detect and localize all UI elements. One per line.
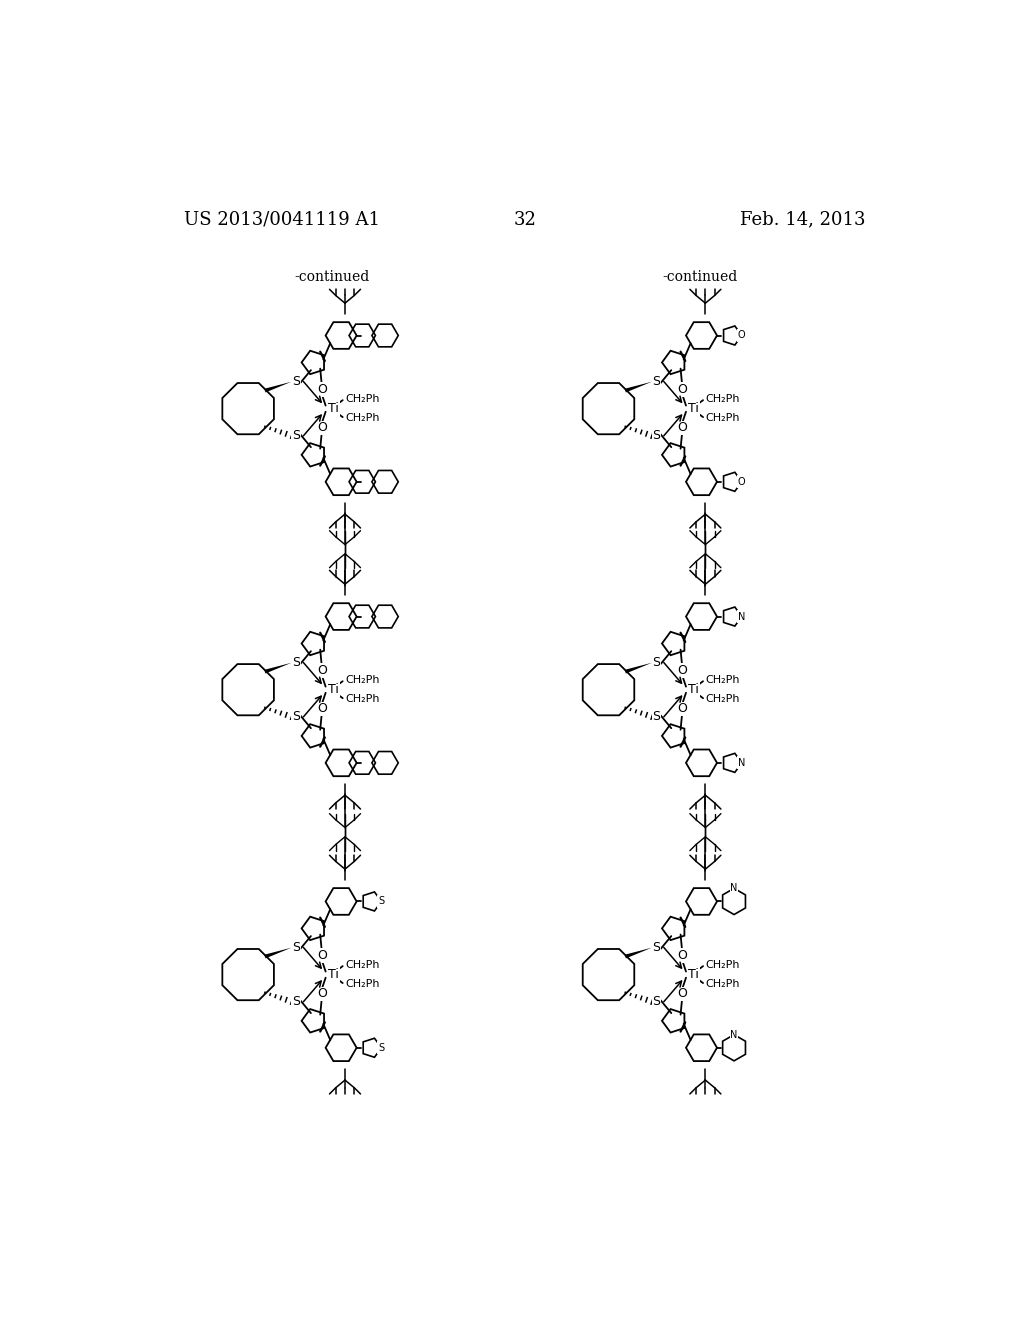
- Text: O: O: [316, 421, 327, 434]
- Text: Ti: Ti: [328, 403, 339, 416]
- Text: S: S: [652, 941, 660, 954]
- Text: CH₂Ph: CH₂Ph: [345, 676, 380, 685]
- Text: N: N: [730, 883, 737, 894]
- Text: S: S: [652, 710, 660, 723]
- Text: O: O: [677, 383, 687, 396]
- Text: Ti: Ti: [688, 684, 699, 696]
- Text: S: S: [292, 375, 300, 388]
- Text: O: O: [738, 477, 745, 487]
- Text: CH₂Ph: CH₂Ph: [706, 979, 740, 989]
- Text: N: N: [738, 611, 745, 622]
- Text: O: O: [677, 987, 687, 1001]
- Text: S: S: [292, 995, 300, 1008]
- Text: N: N: [730, 1030, 737, 1040]
- Polygon shape: [264, 381, 292, 392]
- Text: CH₂Ph: CH₂Ph: [706, 395, 740, 404]
- Text: CH₂Ph: CH₂Ph: [345, 395, 380, 404]
- Text: CH₂Ph: CH₂Ph: [706, 413, 740, 422]
- Text: US 2013/0041119 A1: US 2013/0041119 A1: [183, 211, 380, 228]
- Text: Ti: Ti: [328, 968, 339, 981]
- Text: CH₂Ph: CH₂Ph: [706, 694, 740, 704]
- Text: Feb. 14, 2013: Feb. 14, 2013: [740, 211, 866, 228]
- Text: Ti: Ti: [688, 403, 699, 416]
- Text: Ti: Ti: [328, 684, 339, 696]
- Polygon shape: [264, 948, 292, 958]
- Text: S: S: [652, 429, 660, 442]
- Text: O: O: [677, 702, 687, 715]
- Polygon shape: [264, 663, 292, 673]
- Text: S: S: [652, 995, 660, 1008]
- Text: S: S: [292, 941, 300, 954]
- Text: CH₂Ph: CH₂Ph: [345, 694, 380, 704]
- Text: O: O: [316, 664, 327, 677]
- Text: -continued: -continued: [294, 271, 370, 284]
- Polygon shape: [625, 948, 652, 958]
- Text: S: S: [292, 429, 300, 442]
- Text: O: O: [316, 949, 327, 962]
- Text: S: S: [292, 656, 300, 669]
- Text: -continued: -continued: [663, 271, 737, 284]
- Text: 32: 32: [513, 211, 537, 228]
- Text: S: S: [378, 896, 384, 907]
- Text: O: O: [316, 383, 327, 396]
- Polygon shape: [625, 381, 652, 392]
- Text: CH₂Ph: CH₂Ph: [345, 413, 380, 422]
- Text: O: O: [738, 330, 745, 341]
- Text: CH₂Ph: CH₂Ph: [345, 961, 380, 970]
- Text: N: N: [738, 758, 745, 768]
- Text: S: S: [292, 710, 300, 723]
- Text: O: O: [677, 664, 687, 677]
- Polygon shape: [625, 663, 652, 673]
- Text: O: O: [677, 421, 687, 434]
- Text: CH₂Ph: CH₂Ph: [706, 676, 740, 685]
- Text: S: S: [378, 1043, 384, 1053]
- Text: S: S: [652, 375, 660, 388]
- Text: O: O: [677, 949, 687, 962]
- Text: CH₂Ph: CH₂Ph: [706, 961, 740, 970]
- Text: S: S: [652, 656, 660, 669]
- Text: CH₂Ph: CH₂Ph: [345, 979, 380, 989]
- Text: O: O: [316, 987, 327, 1001]
- Text: Ti: Ti: [688, 968, 699, 981]
- Text: O: O: [316, 702, 327, 715]
